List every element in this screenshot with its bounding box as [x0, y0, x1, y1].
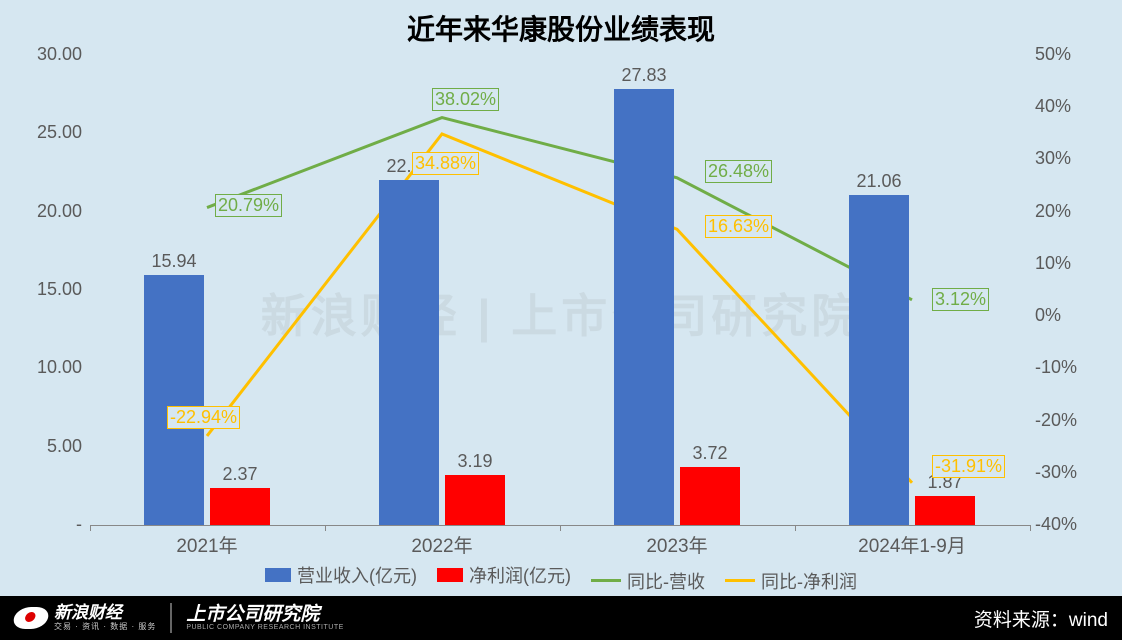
- sina-sub-text: 交易 · 资讯 · 数据 · 服务: [54, 621, 156, 632]
- institute-cn-text: 上市公司研究院: [186, 605, 343, 624]
- y-left-tick-label: -: [22, 514, 82, 535]
- institute-en-text: PUBLIC COMPANY RESEARCH INSTITUTE: [186, 624, 343, 631]
- y-right-tick-label: -20%: [1035, 410, 1095, 431]
- y-right-tick-label: 10%: [1035, 253, 1095, 274]
- x-axis-tick: [1030, 525, 1031, 531]
- legend-swatch-icon: [265, 568, 291, 582]
- line-point-label: 38.02%: [432, 88, 499, 111]
- legend-label: 营业收入(亿元): [297, 562, 417, 588]
- bar-profit-label: 3.72: [665, 443, 755, 464]
- y-right-tick-label: 20%: [1035, 201, 1095, 222]
- bar-profit: [445, 475, 505, 525]
- bar-profit-label: 2.37: [195, 464, 285, 485]
- x-axis-tick: [90, 525, 91, 531]
- y-right-tick-label: -30%: [1035, 462, 1095, 483]
- x-axis-tick: [795, 525, 796, 531]
- bar-revenue-label: 15.94: [129, 251, 219, 272]
- bar-revenue: [144, 275, 204, 525]
- line-point-label: 3.12%: [932, 288, 989, 311]
- data-source-label: 资料来源：wind: [974, 605, 1108, 632]
- chart-legend: 营业收入(亿元) 净利润(亿元) 同比-营收 同比-净利润: [0, 562, 1122, 594]
- y-right-tick-label: 40%: [1035, 96, 1095, 117]
- bar-revenue: [379, 180, 439, 525]
- line-point-label: 34.88%: [412, 152, 479, 175]
- sina-logo-block: 新浪财经 交易 · 资讯 · 数据 · 服务: [14, 604, 156, 632]
- line-point-label: 26.48%: [705, 160, 772, 183]
- x-category-label: 2022年: [352, 531, 532, 558]
- bar-profit-label: 3.19: [430, 451, 520, 472]
- chart-title: 近年来华康股份业绩表现: [0, 0, 1122, 48]
- sina-eye-icon: [11, 607, 51, 629]
- legend-swatch-icon: [437, 568, 463, 582]
- y-left-tick-label: 15.00: [22, 279, 82, 300]
- footer-left-logos: 新浪财经 交易 · 资讯 · 数据 · 服务 上市公司研究院 PUBLIC CO…: [14, 603, 344, 633]
- legend-label: 同比-净利润: [761, 568, 857, 594]
- line-point-label: 20.79%: [215, 194, 282, 217]
- bar-profit: [915, 496, 975, 525]
- x-category-label: 2024年1-9月: [822, 531, 1002, 558]
- y-left-tick-label: 20.00: [22, 201, 82, 222]
- sina-cn-text: 新浪财经: [54, 604, 156, 621]
- line-point-label: 16.63%: [705, 215, 772, 238]
- bar-revenue-label: 27.83: [599, 65, 689, 86]
- x-category-label: 2023年: [587, 531, 767, 558]
- legend-item: 营业收入(亿元): [265, 562, 417, 588]
- chart-plot-area: [90, 55, 1030, 525]
- y-right-tick-label: -10%: [1035, 357, 1095, 378]
- y-right-tick-label: 50%: [1035, 44, 1095, 65]
- legend-item: 同比-净利润: [725, 568, 857, 594]
- y-left-tick-label: 10.00: [22, 357, 82, 378]
- footer-divider: [170, 603, 172, 633]
- y-right-tick-label: 0%: [1035, 305, 1095, 326]
- bar-profit: [210, 488, 270, 525]
- y-left-tick-label: 25.00: [22, 122, 82, 143]
- legend-label: 净利润(亿元): [469, 562, 571, 588]
- footer-bar: 新浪财经 交易 · 资讯 · 数据 · 服务 上市公司研究院 PUBLIC CO…: [0, 596, 1122, 640]
- legend-item: 净利润(亿元): [437, 562, 571, 588]
- x-category-label: 2021年: [117, 531, 297, 558]
- line-point-label: -22.94%: [167, 406, 240, 429]
- legend-label: 同比-营收: [627, 568, 705, 594]
- legend-line-icon: [591, 579, 621, 582]
- y-left-tick-label: 30.00: [22, 44, 82, 65]
- bar-revenue-label: 21.06: [834, 171, 924, 192]
- y-right-tick-label: 30%: [1035, 148, 1095, 169]
- y-right-tick-label: -40%: [1035, 514, 1095, 535]
- line-point-label: -31.91%: [932, 455, 1005, 478]
- x-axis-tick: [560, 525, 561, 531]
- legend-item: 同比-营收: [591, 568, 705, 594]
- legend-line-icon: [725, 579, 755, 582]
- institute-logo-block: 上市公司研究院 PUBLIC COMPANY RESEARCH INSTITUT…: [186, 605, 343, 631]
- x-axis-tick: [325, 525, 326, 531]
- y-left-tick-label: 5.00: [22, 436, 82, 457]
- bar-profit: [680, 467, 740, 525]
